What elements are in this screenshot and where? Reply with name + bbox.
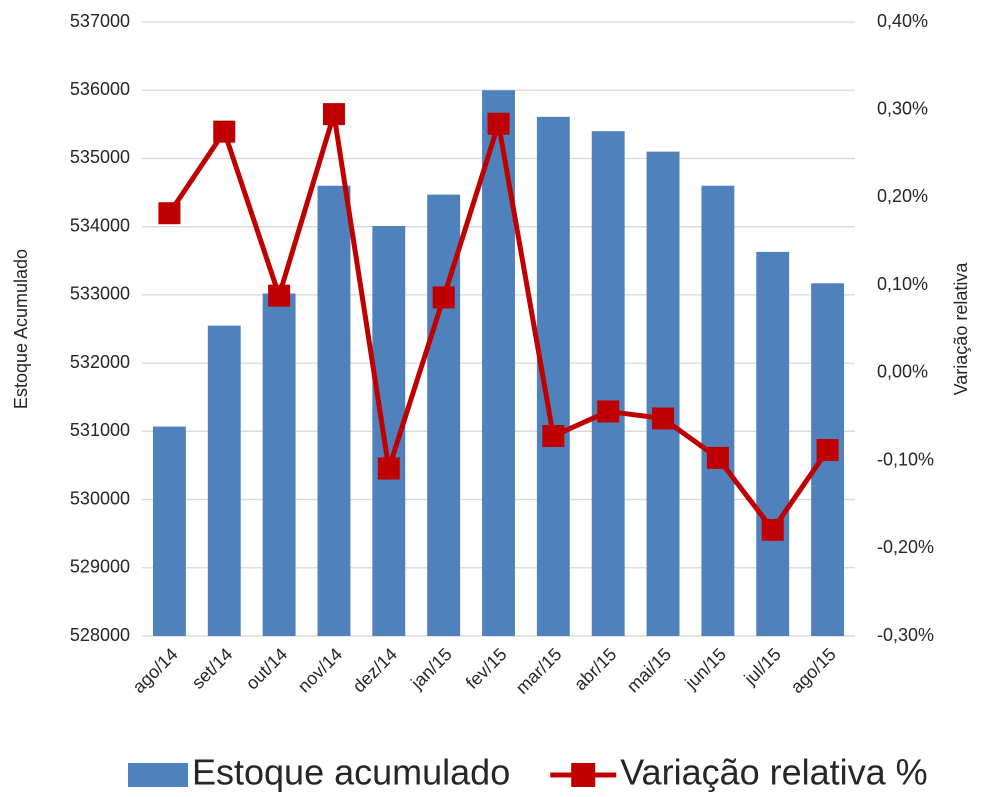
bar <box>317 185 351 636</box>
legend-label: Variação relativa % <box>620 752 927 793</box>
y2-tick-label: 0,40% <box>877 11 928 31</box>
marker <box>432 286 455 309</box>
marker <box>268 284 291 307</box>
y2-tick-label: 0,10% <box>877 274 928 294</box>
marker <box>322 103 345 126</box>
x-tick-label: set/14 <box>188 644 237 693</box>
x-tick-label: ago/14 <box>129 644 182 697</box>
legend-swatch <box>128 763 188 787</box>
y-tick-label: 533000 <box>70 284 130 304</box>
marker <box>706 446 729 469</box>
y-axis-title: Estoque Acumulado <box>11 249 31 409</box>
x-tick-label: out/14 <box>242 644 292 694</box>
bar <box>262 293 296 636</box>
x-tick-label: fev/15 <box>462 644 511 693</box>
y-tick-label: 529000 <box>70 557 130 577</box>
bar <box>152 426 186 636</box>
bar <box>701 185 735 636</box>
bar <box>646 151 680 636</box>
marker <box>487 112 510 135</box>
y-tick-label: 532000 <box>70 352 130 372</box>
bar <box>756 251 790 637</box>
bar <box>207 325 241 636</box>
marker <box>597 400 620 423</box>
y-tick-label: 536000 <box>70 79 130 99</box>
y-tick-label: 530000 <box>70 488 130 508</box>
y-tick-label: 528000 <box>70 625 130 645</box>
y2-tick-label: 0,30% <box>877 98 928 118</box>
x-tick-label: jan/15 <box>406 644 456 694</box>
y2-axis-title: Variação relativa <box>951 262 971 396</box>
marker <box>377 457 400 480</box>
bar <box>482 90 515 636</box>
marker <box>816 439 839 462</box>
y-tick-label: 535000 <box>70 147 130 167</box>
x-tick-label: ago/15 <box>787 644 840 697</box>
y-tick-label: 531000 <box>70 420 130 440</box>
marker <box>213 120 236 143</box>
y2-tick-label: -0,10% <box>877 449 934 469</box>
y-tick-label: 534000 <box>70 215 130 235</box>
x-tick-label: mar/15 <box>512 644 566 698</box>
marker <box>542 425 565 448</box>
x-tick-label: jul/15 <box>740 644 785 689</box>
x-tick-label: mai/15 <box>623 644 675 696</box>
y-tick-label: 537000 <box>70 11 130 31</box>
y2-tick-label: 0,00% <box>877 362 928 382</box>
legend-swatch <box>571 763 596 787</box>
legend-label: Estoque acumulado <box>192 752 510 793</box>
bar <box>591 131 625 636</box>
marker <box>761 518 784 541</box>
y2-tick-label: -0,30% <box>877 625 934 645</box>
y2-tick-label: -0,20% <box>877 537 934 557</box>
marker <box>158 202 181 225</box>
x-tick-label: abr/15 <box>570 644 620 694</box>
marker <box>652 407 675 430</box>
x-tick-label: jun/15 <box>681 644 731 694</box>
x-tick-label: nov/14 <box>294 644 346 696</box>
legend: Estoque acumulado Variação relativa % <box>128 752 928 793</box>
x-tick-label: dez/14 <box>349 644 401 696</box>
y2-tick-label: 0,20% <box>877 186 928 206</box>
